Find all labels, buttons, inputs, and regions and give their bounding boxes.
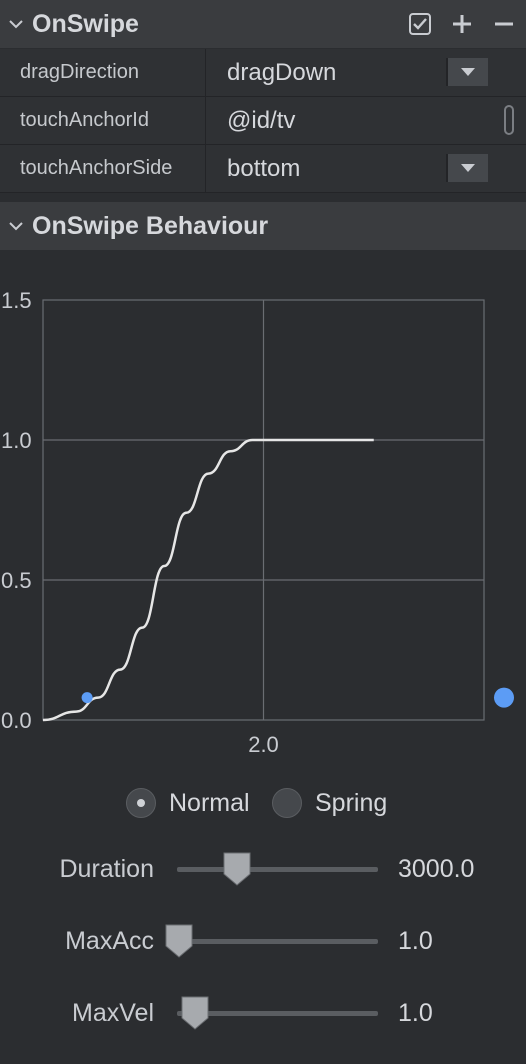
property-row-drag-direction: dragDirection dragDown bbox=[0, 49, 526, 97]
touch-anchor-side-dropdown[interactable]: bottom bbox=[227, 154, 301, 182]
maxacc-slider-track[interactable] bbox=[177, 939, 378, 944]
spring-radio-label[interactable]: Spring bbox=[315, 789, 388, 817]
maxvel-slider-row: MaxVel 1.0 bbox=[0, 990, 526, 1036]
behaviour-title: OnSwipe Behaviour bbox=[32, 211, 269, 240]
dropdown-button[interactable] bbox=[446, 58, 488, 86]
property-row-touch-anchor-side: touchAnchorSide bottom bbox=[0, 145, 526, 193]
maxvel-slider-thumb[interactable] bbox=[181, 996, 209, 1030]
normal-radio[interactable] bbox=[126, 788, 156, 818]
maxvel-slider-track[interactable] bbox=[177, 1011, 378, 1016]
y-tick-label: 0.0 bbox=[1, 708, 32, 733]
position-handle-dot bbox=[494, 687, 514, 708]
drag-direction-dropdown[interactable]: dragDown bbox=[227, 58, 337, 86]
y-tick-label: 0.5 bbox=[1, 568, 32, 593]
behaviour-chart: 0.0 0.5 1.0 1.5 2.0 bbox=[1, 288, 514, 757]
onswipe-header[interactable]: OnSwipe bbox=[0, 0, 526, 48]
swipe-curve-line bbox=[42, 438, 374, 722]
property-name: touchAnchorId bbox=[0, 97, 206, 144]
maxvel-label: MaxVel bbox=[72, 999, 154, 1027]
normal-radio-label[interactable]: Normal bbox=[169, 789, 250, 817]
maxacc-value: 1.0 bbox=[398, 927, 433, 955]
touch-anchor-id-field[interactable]: @id/tv bbox=[227, 106, 296, 134]
spring-radio[interactable] bbox=[272, 788, 302, 818]
duration-label: Duration bbox=[59, 855, 155, 883]
duration-slider-row: Duration 3000.0 bbox=[0, 846, 526, 892]
mode-radio-group: Normal Spring bbox=[0, 782, 526, 826]
y-tick-label: 1.5 bbox=[1, 288, 32, 313]
y-tick-label: 1.0 bbox=[1, 428, 32, 453]
property-row-touch-anchor-id: touchAnchorId @id/tv bbox=[0, 97, 526, 145]
curve-position-marker bbox=[81, 692, 93, 704]
caret-down-icon bbox=[461, 164, 475, 172]
caret-down-icon bbox=[461, 68, 475, 76]
x-tick-label: 2.0 bbox=[248, 732, 279, 757]
maxacc-slider-thumb[interactable] bbox=[165, 924, 193, 958]
chevron-down-icon[interactable] bbox=[8, 16, 24, 32]
duration-slider-track[interactable] bbox=[177, 867, 378, 872]
onswipe-behaviour-header[interactable]: OnSwipe Behaviour bbox=[0, 202, 526, 250]
field-scroll-indicator[interactable] bbox=[504, 105, 514, 135]
maxacc-label: MaxAcc bbox=[65, 927, 154, 955]
maxacc-slider-row: MaxAcc 1.0 bbox=[0, 918, 526, 964]
dropdown-button[interactable] bbox=[446, 154, 488, 182]
chevron-down-icon[interactable] bbox=[8, 218, 24, 234]
checkbox-icon[interactable] bbox=[408, 12, 432, 36]
duration-value: 3000.0 bbox=[398, 855, 475, 883]
maxvel-value: 1.0 bbox=[398, 999, 433, 1027]
duration-slider-thumb[interactable] bbox=[223, 852, 251, 886]
property-name: dragDirection bbox=[0, 49, 206, 96]
property-name: touchAnchorSide bbox=[0, 145, 206, 192]
onswipe-title: OnSwipe bbox=[32, 9, 139, 38]
radio-selected-dot bbox=[137, 799, 145, 807]
minus-icon[interactable] bbox=[492, 12, 516, 36]
plus-icon[interactable] bbox=[450, 12, 474, 36]
